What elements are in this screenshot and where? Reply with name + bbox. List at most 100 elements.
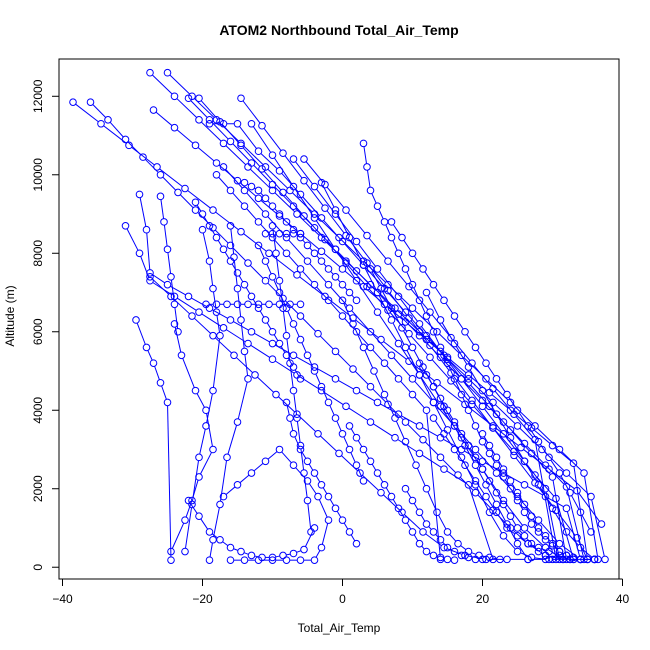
data-point bbox=[534, 547, 543, 556]
data-point bbox=[401, 437, 410, 446]
series-segment bbox=[483, 444, 489, 451]
series-segment bbox=[302, 235, 320, 250]
data-point bbox=[471, 488, 480, 497]
series-segment bbox=[527, 485, 543, 496]
series-segment bbox=[525, 463, 538, 483]
data-point bbox=[506, 477, 515, 485]
series-segment bbox=[324, 391, 344, 405]
data-point bbox=[391, 433, 399, 442]
data-point bbox=[268, 553, 277, 562]
series-segment bbox=[581, 514, 590, 530]
data-point bbox=[415, 449, 424, 458]
data-point bbox=[548, 473, 557, 481]
series-segment bbox=[397, 310, 418, 330]
data-point bbox=[268, 186, 277, 195]
series-segment bbox=[326, 210, 345, 234]
data-point bbox=[524, 422, 532, 430]
data-point bbox=[275, 212, 284, 220]
data-point bbox=[447, 333, 455, 342]
series-segment bbox=[161, 385, 167, 400]
series-segment bbox=[212, 309, 228, 319]
series-segment bbox=[526, 529, 544, 546]
series-segment bbox=[267, 282, 282, 297]
series-segment bbox=[302, 271, 313, 283]
data-point bbox=[205, 119, 214, 128]
data-point bbox=[352, 539, 361, 548]
data-point bbox=[135, 249, 144, 258]
data-point bbox=[209, 206, 217, 214]
data-point bbox=[331, 414, 340, 422]
series-segment bbox=[341, 239, 362, 260]
data-point bbox=[422, 484, 431, 493]
data-point bbox=[149, 359, 158, 367]
series-segment bbox=[315, 475, 321, 483]
series-32 bbox=[387, 218, 595, 536]
data-point bbox=[282, 304, 291, 313]
data-point bbox=[422, 371, 431, 379]
series-segment bbox=[441, 322, 454, 341]
data-point bbox=[401, 265, 410, 273]
series-segment bbox=[442, 541, 446, 546]
series-33 bbox=[415, 359, 557, 564]
data-point bbox=[331, 273, 340, 281]
series-16 bbox=[121, 221, 497, 564]
data-point bbox=[244, 259, 252, 267]
series-segment bbox=[337, 353, 352, 368]
data-point bbox=[450, 312, 459, 320]
data-point bbox=[349, 314, 357, 322]
series-segment bbox=[466, 467, 475, 479]
series-segment bbox=[246, 208, 257, 220]
data-point bbox=[233, 481, 242, 489]
data-point bbox=[534, 516, 543, 524]
data-point bbox=[471, 461, 480, 469]
series-17 bbox=[156, 192, 182, 336]
series-segment bbox=[253, 463, 264, 472]
series-segment bbox=[439, 333, 460, 354]
series-segment bbox=[209, 542, 213, 557]
data-point bbox=[338, 265, 347, 273]
data-point bbox=[391, 304, 399, 313]
series-segment bbox=[403, 240, 412, 251]
data-point bbox=[513, 539, 522, 548]
data-point bbox=[223, 453, 231, 462]
series-segment bbox=[497, 514, 506, 526]
data-point bbox=[436, 553, 445, 562]
data-point bbox=[303, 241, 312, 250]
series-segment bbox=[199, 429, 206, 455]
data-point bbox=[282, 249, 291, 258]
data-point bbox=[223, 300, 231, 309]
data-point bbox=[317, 178, 326, 187]
series-segment bbox=[315, 373, 321, 384]
data-point bbox=[300, 155, 308, 163]
series-segment bbox=[393, 357, 411, 377]
series-segment bbox=[200, 518, 209, 530]
series-segment bbox=[471, 552, 477, 555]
series-segment bbox=[203, 216, 209, 224]
series-segment bbox=[226, 329, 246, 343]
series-segment bbox=[434, 405, 447, 428]
data-point bbox=[478, 465, 487, 473]
series-segment bbox=[160, 199, 165, 219]
series-segment bbox=[163, 225, 168, 247]
series-segment bbox=[413, 255, 422, 267]
series-segment bbox=[202, 232, 210, 259]
data-point bbox=[527, 449, 536, 458]
x-axis-label: Total_Air_Temp bbox=[298, 621, 381, 635]
series-segment bbox=[511, 518, 517, 526]
series-segment bbox=[469, 413, 475, 424]
data-point bbox=[142, 343, 151, 352]
series-segment bbox=[273, 334, 279, 341]
series-segment bbox=[225, 145, 246, 165]
series-segment bbox=[162, 176, 177, 191]
data-point bbox=[440, 465, 448, 473]
series-segment bbox=[347, 212, 366, 234]
series-27 bbox=[212, 170, 445, 564]
series-segment bbox=[350, 428, 356, 436]
series-segment bbox=[281, 451, 292, 464]
series-segment bbox=[321, 523, 329, 545]
series-segment bbox=[347, 237, 366, 261]
series-segment bbox=[201, 313, 221, 327]
series-segment bbox=[305, 218, 324, 238]
data-point bbox=[489, 424, 497, 432]
series-segment bbox=[200, 452, 212, 475]
